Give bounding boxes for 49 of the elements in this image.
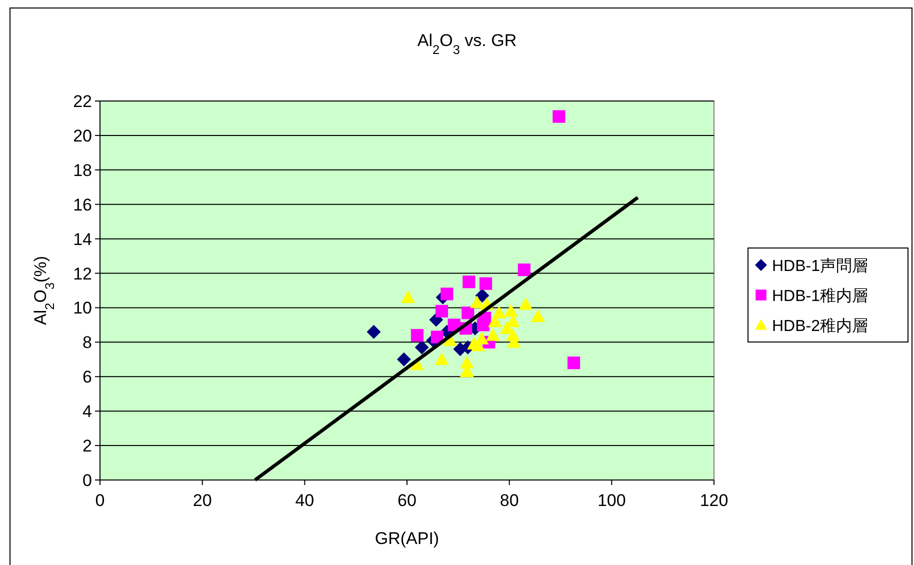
x-tick-label: 100 xyxy=(597,491,626,510)
point xyxy=(475,288,490,303)
x-tick-label: 80 xyxy=(500,491,519,510)
x-tick-label: 20 xyxy=(192,491,212,510)
y-tick-label: 18 xyxy=(73,160,92,180)
x-tick-label: 0 xyxy=(95,491,105,510)
point xyxy=(414,340,429,354)
point xyxy=(401,290,416,303)
point xyxy=(474,332,489,344)
point xyxy=(460,356,474,368)
point xyxy=(476,318,490,332)
point xyxy=(440,288,454,300)
point xyxy=(430,330,444,344)
point xyxy=(462,276,476,288)
y-tick-label: 8 xyxy=(82,333,92,352)
legend-label: HDB-1声問層 xyxy=(772,257,868,275)
point xyxy=(530,309,545,322)
point xyxy=(410,328,424,342)
point xyxy=(479,277,492,290)
point xyxy=(470,296,484,308)
point xyxy=(486,328,500,341)
y-tick-label: 16 xyxy=(73,195,92,214)
x-tick-label: 40 xyxy=(295,491,314,510)
y-tick-label: 22 xyxy=(73,92,92,111)
point xyxy=(396,352,411,366)
y-tick-label: 4 xyxy=(82,402,92,422)
point xyxy=(462,306,474,320)
point xyxy=(568,356,580,370)
point xyxy=(435,304,448,318)
legend-label: HDB-1稚内層 xyxy=(772,287,868,305)
y-tick-label: 2 xyxy=(82,436,92,456)
point xyxy=(366,324,381,339)
point xyxy=(492,306,506,318)
y-tick-label: 10 xyxy=(73,298,92,318)
y-tick-label: 6 xyxy=(82,368,92,387)
y-tick-label: 0 xyxy=(82,471,92,490)
point xyxy=(504,304,518,317)
point xyxy=(518,297,533,310)
point xyxy=(434,352,449,366)
y-tick-label: 20 xyxy=(73,126,92,146)
chart-title: Al$_{2}$O$_{3}$ vs. GR xyxy=(417,31,517,56)
legend-label: HDB-2稚内層 xyxy=(772,317,868,335)
x-tick-label: 60 xyxy=(398,491,416,510)
x-tick-label: 120 xyxy=(700,491,728,510)
y-tick-label: 12 xyxy=(73,264,92,284)
point xyxy=(518,264,530,276)
y-tick-label: 14 xyxy=(73,230,92,249)
x-axis-title: GR(API) xyxy=(374,529,440,548)
point xyxy=(552,110,566,123)
